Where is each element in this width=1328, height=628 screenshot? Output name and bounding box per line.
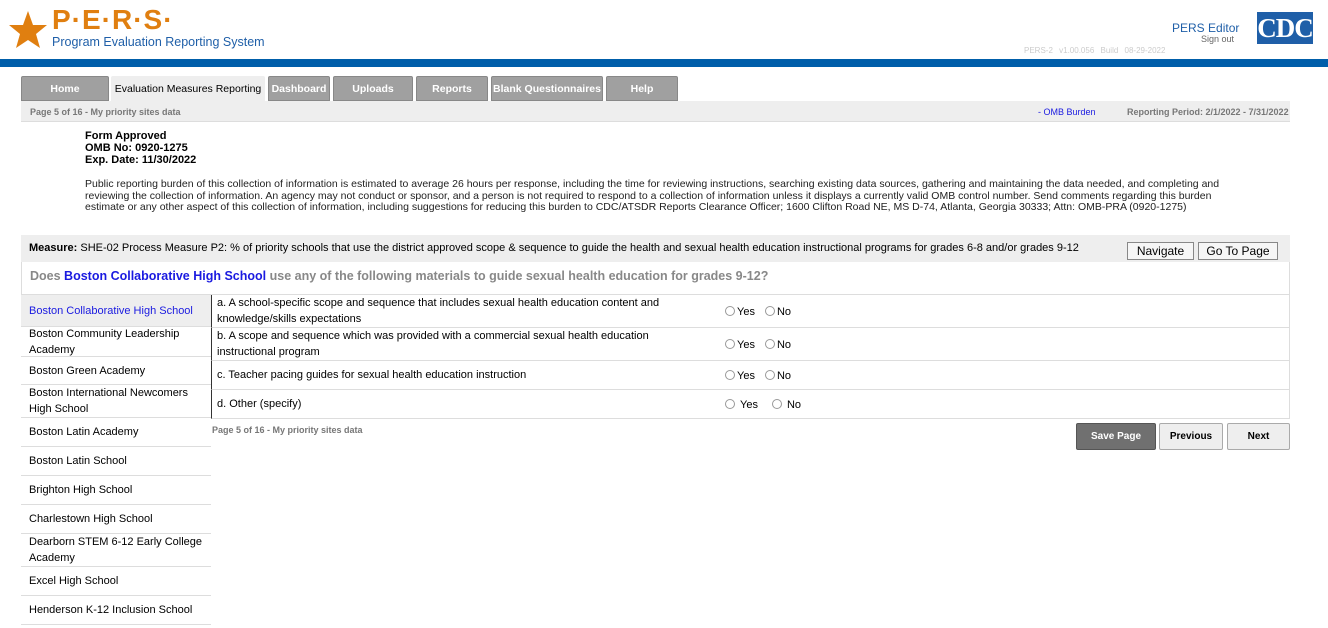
tab-home[interactable]: Home xyxy=(21,76,109,101)
reporting-period: Reporting Period: 2/1/2022 - 7/31/2022 xyxy=(1127,107,1289,117)
question-row: a. A school-specific scope and sequence … xyxy=(211,295,1290,328)
radio-icon[interactable] xyxy=(725,370,735,380)
pers-logo: P·E·R·S· xyxy=(52,4,174,35)
save-page-button[interactable]: Save Page xyxy=(1076,423,1156,450)
next-button[interactable]: Next xyxy=(1227,423,1290,450)
tab-evaluation-measures-reporting[interactable]: Evaluation Measures Reporting xyxy=(111,76,265,101)
radio-icon[interactable] xyxy=(771,399,782,409)
previous-button[interactable]: Previous xyxy=(1159,423,1223,450)
item-text: d. Other (specify) xyxy=(217,398,302,410)
question-prefix: Does xyxy=(30,269,65,283)
expiration-date: Exp. Date: 11/30/2022 xyxy=(85,154,197,166)
question-row: b. A scope and sequence which was provid… xyxy=(211,328,1290,361)
radio-icon[interactable] xyxy=(764,339,775,349)
sign-out-link[interactable]: Sign out xyxy=(1201,34,1235,44)
school-item[interactable]: Boston International Newcomers High Scho… xyxy=(21,385,211,418)
omb-number: OMB No: 0920-1275 xyxy=(85,142,188,154)
no-radio[interactable]: No xyxy=(771,397,802,413)
yes-radio[interactable]: Yes xyxy=(725,368,755,384)
question-suffix: use any of the following materials to gu… xyxy=(266,269,769,283)
no-label: No xyxy=(786,399,802,411)
tab-dashboard[interactable]: Dashboard xyxy=(268,76,330,101)
measure-label: Measure: xyxy=(29,242,78,254)
no-radio[interactable]: No xyxy=(764,337,792,353)
school-item[interactable]: Dearborn STEM 6-12 Early College Academy xyxy=(21,534,211,567)
tab-blank-questionnaires[interactable]: Blank Questionnaires xyxy=(491,76,603,101)
no-label: No xyxy=(776,339,792,351)
yes-radio[interactable]: Yes xyxy=(725,337,755,353)
yes-radio[interactable]: Yes xyxy=(725,397,758,413)
star-logo-icon xyxy=(9,11,47,48)
no-radio[interactable]: No xyxy=(764,368,792,384)
item-text: a. A school-specific scope and sequence … xyxy=(217,297,660,325)
item-text: b. A scope and sequence which was provid… xyxy=(217,330,649,358)
version: PERS-2 v1.00.056 xyxy=(1024,46,1095,55)
header-bar xyxy=(0,59,1328,67)
measure-bar: Measure: SHE-02 Process Measure P2: % of… xyxy=(21,235,1290,262)
question-school: Boston Collaborative High School xyxy=(64,269,267,283)
radio-icon[interactable] xyxy=(764,370,775,380)
form-approval: Form Approved OMB No: 0920-1275 Exp. Dat… xyxy=(85,130,196,166)
no-label: No xyxy=(776,306,792,318)
radio-icon[interactable] xyxy=(764,306,775,316)
logo-subtitle: Program Evaluation Reporting System xyxy=(52,35,265,49)
question: Does Boston Collaborative High School us… xyxy=(21,262,1290,295)
radio-icon[interactable] xyxy=(725,339,735,349)
radio-icon[interactable] xyxy=(725,306,735,316)
item-text: c. Teacher pacing guides for sexual heal… xyxy=(217,369,527,381)
cdc-logo: CDC xyxy=(1257,12,1314,44)
burden-statement: Public reporting burden of this collecti… xyxy=(85,178,1220,213)
no-radio[interactable]: No xyxy=(764,304,792,320)
school-item[interactable]: Boston Collaborative High School xyxy=(21,295,211,327)
question-row: d. Other (specify) Yes No xyxy=(211,390,1290,419)
yes-label: Yes xyxy=(737,370,755,382)
navigate-button[interactable]: Navigate xyxy=(1127,242,1194,260)
radio-icon[interactable] xyxy=(725,399,735,409)
school-item[interactable]: Boston Latin Academy xyxy=(21,418,211,447)
school-item[interactable]: Excel High School xyxy=(21,567,211,596)
no-label: No xyxy=(776,370,792,382)
go-to-page-button[interactable]: Go To Page xyxy=(1198,242,1278,260)
page-info: Page 5 of 16 - My priority sites data xyxy=(30,107,181,117)
yes-label: Yes xyxy=(740,399,758,411)
build: Build 08-29-2022 xyxy=(1100,46,1166,55)
school-item[interactable]: Boston Green Academy xyxy=(21,357,211,385)
tab-reports[interactable]: Reports xyxy=(416,76,488,101)
school-item[interactable]: Brighton High School xyxy=(21,476,211,505)
yes-label: Yes xyxy=(737,306,755,318)
school-item[interactable]: Henderson K-12 Inclusion School xyxy=(21,596,211,625)
omb-burden-link[interactable]: - OMB Burden xyxy=(1038,107,1096,117)
school-item[interactable]: Boston Latin School xyxy=(21,447,211,476)
question-row: c. Teacher pacing guides for sexual heal… xyxy=(211,361,1290,390)
form-approved: Form Approved xyxy=(85,130,167,142)
yes-label: Yes xyxy=(737,339,755,351)
yes-radio[interactable]: Yes xyxy=(725,304,755,320)
school-item[interactable]: Boston Community Leadership Academy xyxy=(21,327,211,357)
school-item[interactable]: Charlestown High School xyxy=(21,505,211,534)
version-info: PERS-2 v1.00.056 Build 08-29-2022 xyxy=(1024,46,1165,55)
tab-help[interactable]: Help xyxy=(606,76,678,101)
user-name: PERS Editor xyxy=(1172,21,1240,35)
sub-bar: Page 5 of 16 - My priority sites data - … xyxy=(21,101,1290,122)
footer-page-info: Page 5 of 16 - My priority sites data xyxy=(212,425,363,435)
tab-uploads[interactable]: Uploads xyxy=(333,76,413,101)
measure-text: SHE-02 Process Measure P2: % of priority… xyxy=(77,242,1079,254)
